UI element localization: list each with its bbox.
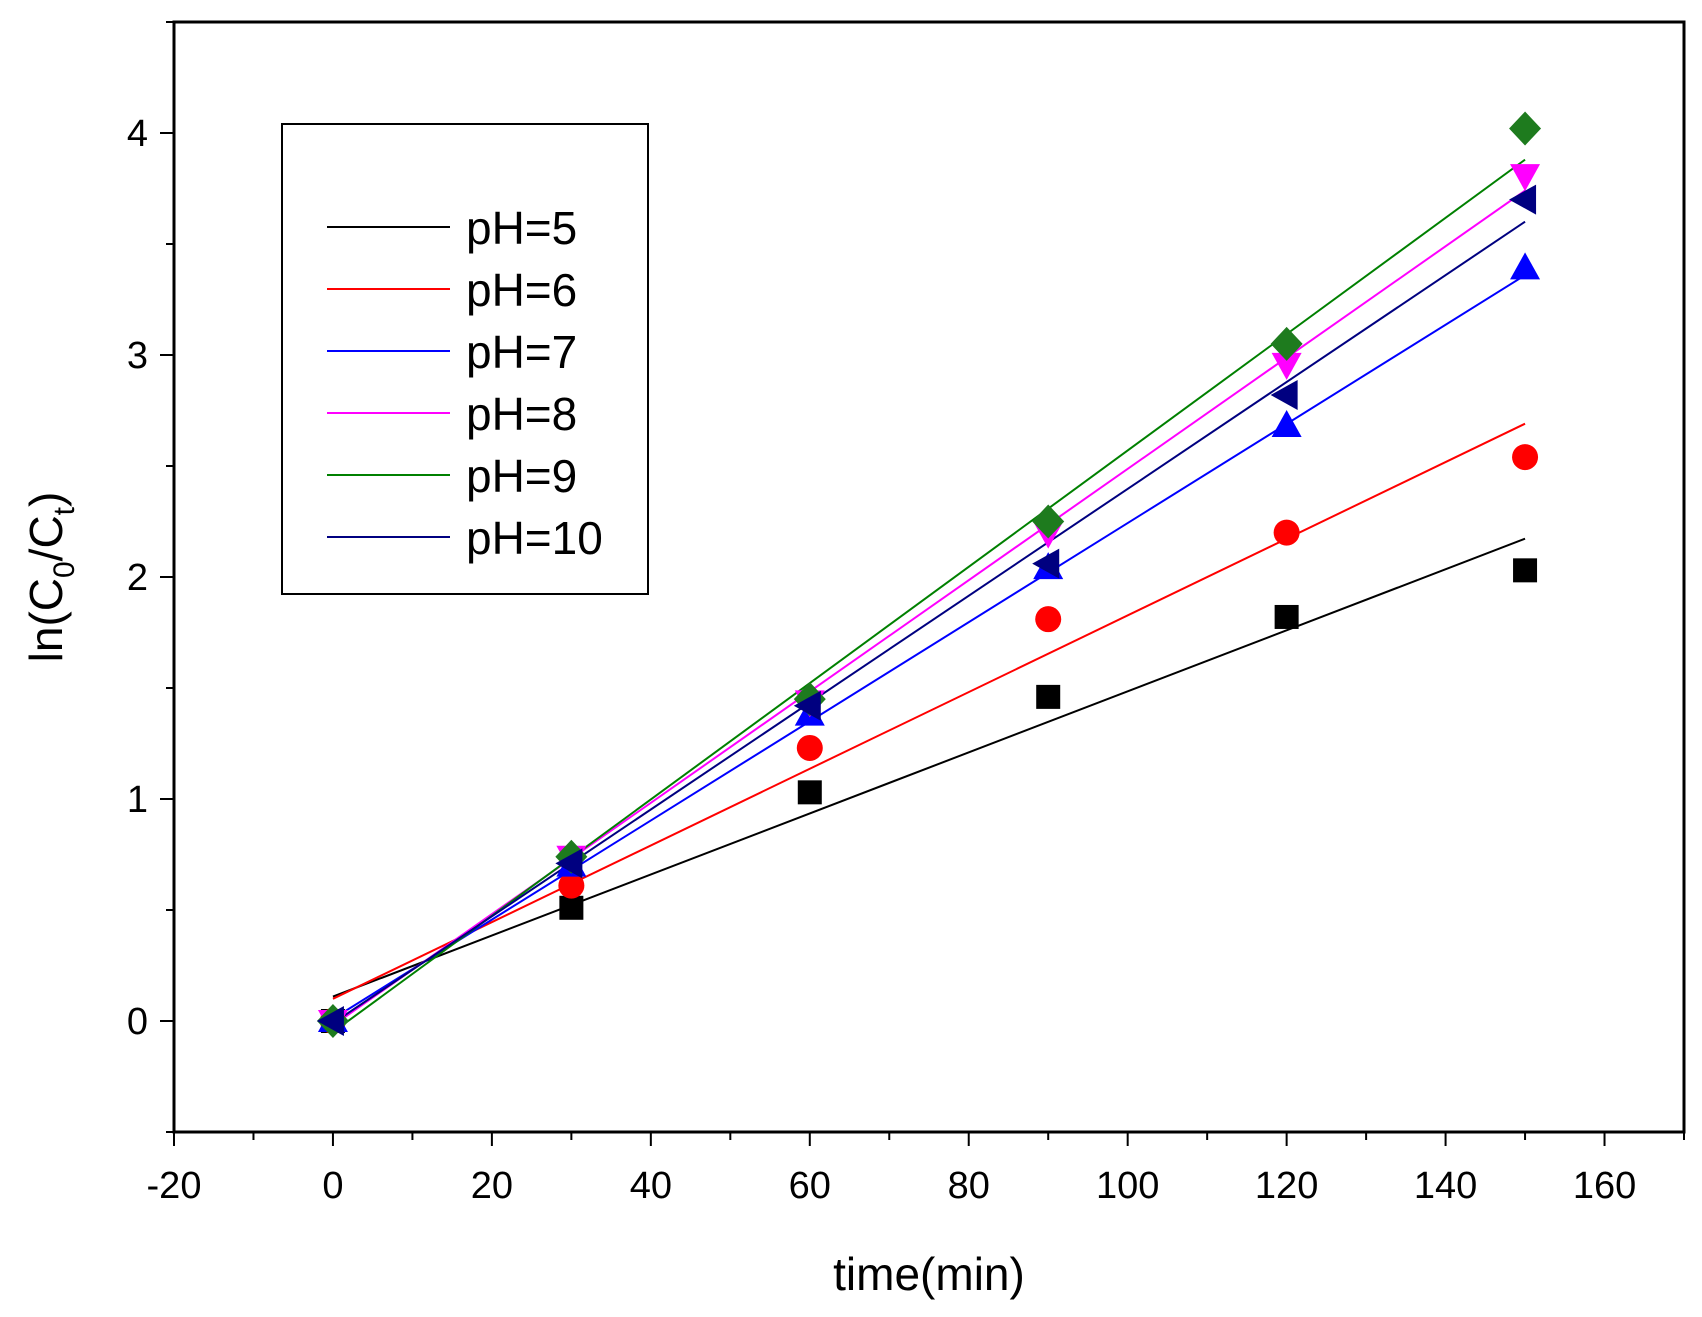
x-tick-label: 40 [630, 1165, 672, 1207]
marker-pH=10 [793, 690, 821, 721]
marker-pH=6 [1273, 519, 1300, 546]
marker-pH=10 [555, 848, 583, 879]
y-tick-label: 0 [127, 1001, 148, 1043]
legend-label-pH=6: pH=6 [466, 264, 577, 316]
legend-label-pH=5: pH=5 [466, 202, 577, 254]
marker-pH=5 [1036, 684, 1061, 709]
fit-line-pH=10 [332, 220, 1526, 1025]
marker-pH=6 [1512, 444, 1539, 471]
x-tick-label: 120 [1255, 1165, 1318, 1207]
x-tick-label: 80 [948, 1165, 990, 1207]
marker-pH=10 [1509, 184, 1537, 215]
fit-line-pH=7 [332, 274, 1526, 1020]
marker-pH=5 [797, 780, 822, 805]
axis-ticks [160, 21, 1685, 1146]
fit-line-pH=9 [332, 158, 1526, 1033]
marker-pH=10 [316, 1006, 344, 1036]
marker-pH=6 [1035, 606, 1062, 633]
marker-pH=9 [1509, 111, 1542, 146]
fit-line-pH=6 [332, 422, 1526, 1000]
marker-pH=7 [1271, 410, 1302, 438]
marker-pH=8 [1510, 164, 1541, 192]
marker-pH=7 [1510, 252, 1541, 280]
marker-pH=10 [1270, 379, 1298, 410]
legend: pH=5 pH=6 pH=7 pH=8 pH=9 pH=10 [281, 123, 649, 595]
y-tick-label: 3 [127, 335, 148, 377]
x-tick-label: 0 [322, 1165, 343, 1207]
legend-box [281, 123, 649, 595]
legend-label-pH=10: pH=10 [466, 512, 603, 564]
data-markers [316, 111, 1542, 1038]
fit-lines [332, 158, 1526, 1033]
y-tick-label: 2 [127, 557, 148, 599]
legend-label-pH=7: pH=7 [466, 326, 577, 378]
x-tick-label: -20 [147, 1165, 202, 1207]
x-axis-title: time(min) [833, 1248, 1025, 1300]
y-tick-label: 1 [127, 779, 148, 821]
fit-line-pH=5 [332, 537, 1526, 998]
marker-pH=9 [1270, 326, 1303, 361]
y-tick-label: 4 [127, 113, 148, 155]
marker-pH=9 [1032, 504, 1065, 539]
marker-pH=8 [1271, 352, 1302, 380]
marker-pH=5 [559, 895, 584, 920]
legend-label-pH=9: pH=9 [466, 450, 577, 502]
marker-pH=10 [1032, 548, 1060, 579]
marker-pH=5 [1513, 558, 1538, 583]
x-tick-label: 160 [1573, 1165, 1636, 1207]
marker-pH=6 [558, 872, 585, 899]
tick-labels: -20 0 20 40 60 80 100 120 140 160 0 1 2 3 4 [127, 113, 1636, 1207]
x-tick-label: 100 [1096, 1165, 1159, 1207]
legend-label-pH=8: pH=8 [466, 388, 577, 440]
x-tick-label: 140 [1414, 1165, 1477, 1207]
marker-pH=5 [1274, 604, 1299, 629]
y-axis-title: ln(C0/Ct) [20, 492, 81, 663]
x-tick-label: 20 [471, 1165, 513, 1207]
marker-pH=6 [796, 734, 823, 761]
x-tick-label: 60 [789, 1165, 831, 1207]
